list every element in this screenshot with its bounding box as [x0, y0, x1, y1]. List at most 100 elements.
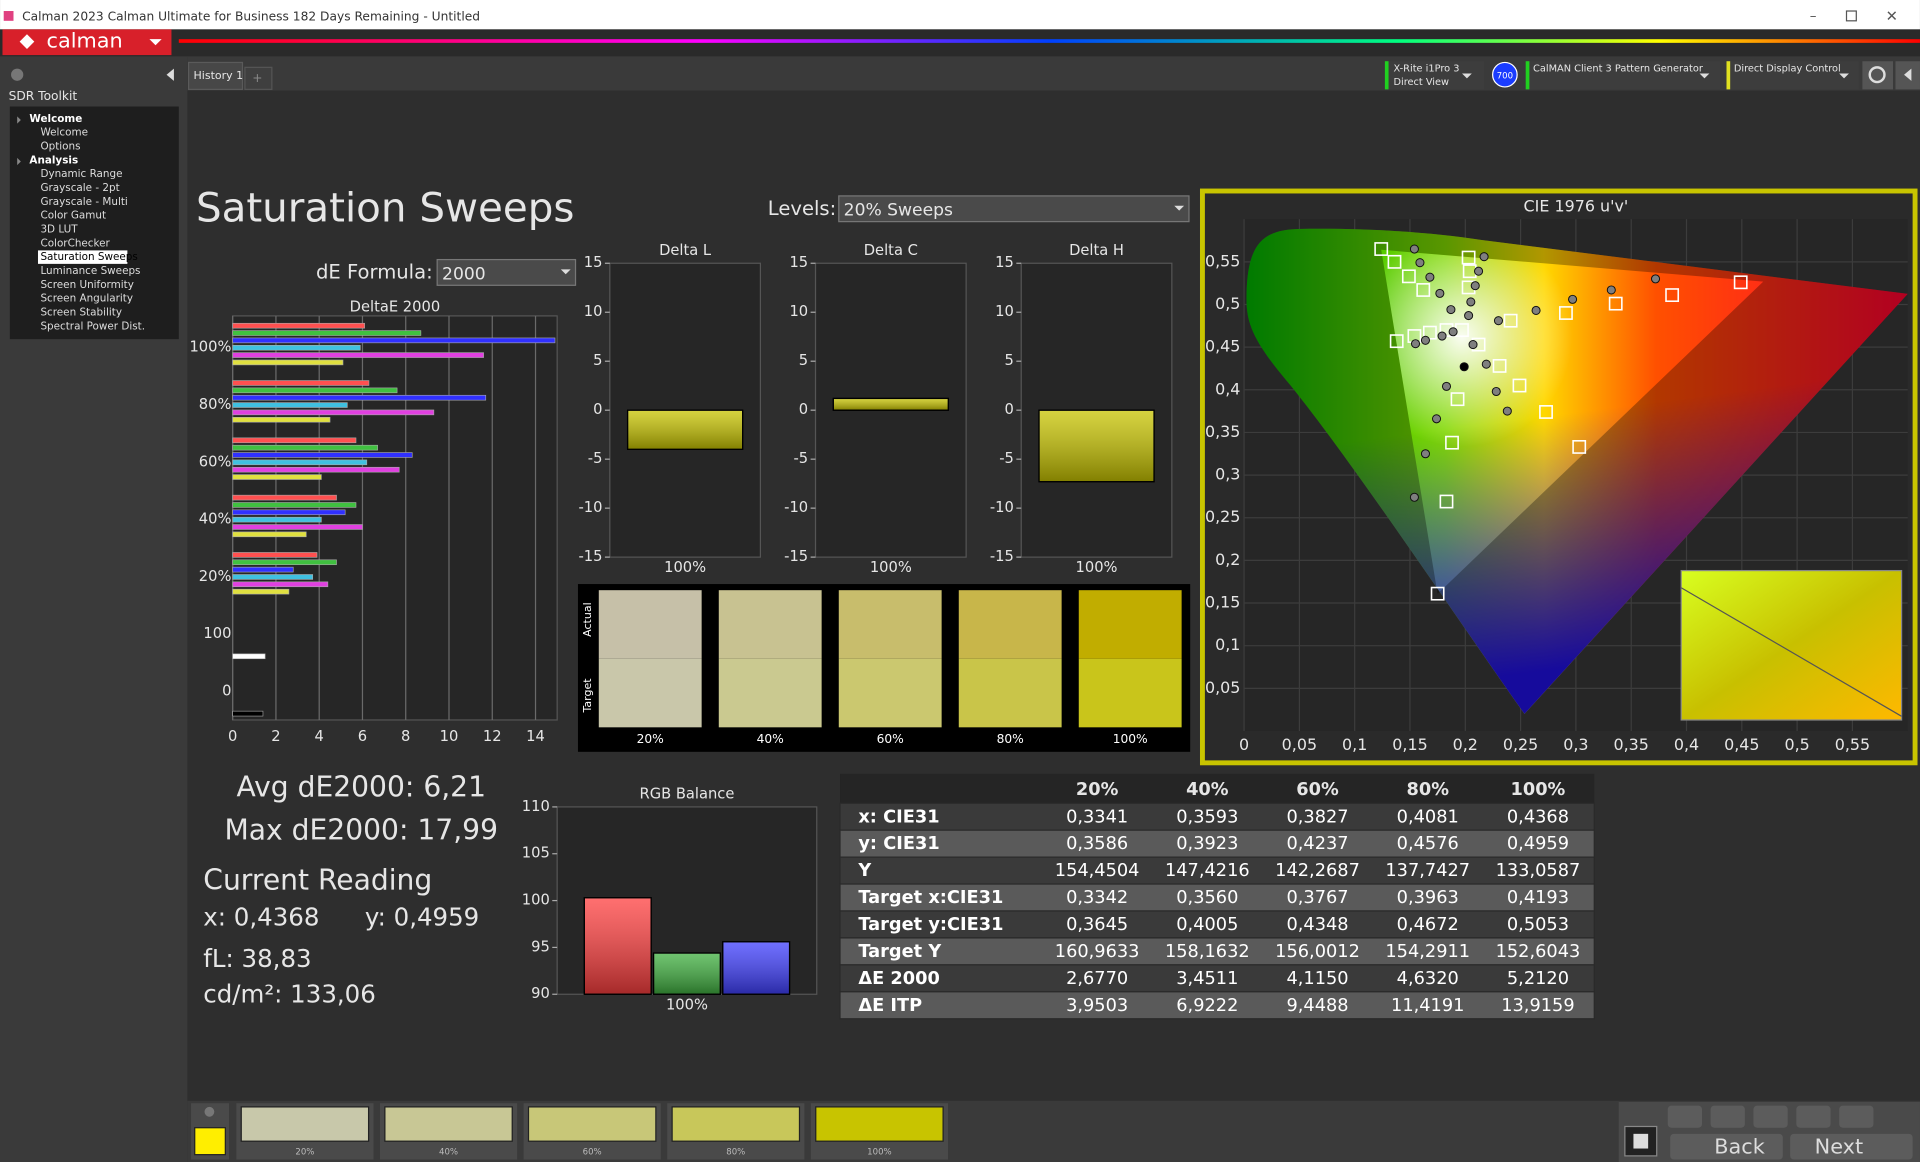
- tree-item: Color Gamut: [40, 210, 106, 222]
- bar: [232, 524, 363, 530]
- stop-button[interactable]: [1667, 1105, 1703, 1128]
- bar: [232, 588, 290, 595]
- logo-arrow: [149, 39, 162, 46]
- footer-swatch: [671, 1106, 801, 1142]
- formula-dropdown[interactable]: [436, 258, 577, 286]
- cell: 0,4237: [1286, 834, 1348, 854]
- target-point: [1572, 440, 1587, 454]
- refresh-button[interactable]: [1839, 1105, 1874, 1128]
- x-tick-label: 0,15: [1392, 735, 1427, 754]
- bar-shade: [652, 952, 721, 995]
- table-row: [839, 991, 1595, 1020]
- play-button[interactable]: [1710, 1105, 1745, 1128]
- settings-button[interactable]: [1862, 61, 1894, 90]
- row-label: Actual: [581, 602, 594, 637]
- footer-swatch: [527, 1106, 657, 1142]
- target-swatch: [838, 658, 942, 728]
- y-tick-label: 40%: [199, 511, 232, 528]
- levels-label: Levels:: [768, 197, 836, 220]
- x-tick-label: 8: [401, 728, 410, 745]
- rainbow-line: [178, 39, 1920, 43]
- pattern-button[interactable]: [204, 1106, 215, 1117]
- display-box[interactable]: [1726, 61, 1859, 90]
- target-point: [1387, 254, 1402, 269]
- reading-y: y: 0,4959: [365, 902, 479, 931]
- measured-point: [1420, 449, 1430, 459]
- cell: 0,3827: [1286, 807, 1348, 827]
- sidebar-button[interactable]: [11, 68, 24, 81]
- hold-button[interactable]: [1753, 1105, 1788, 1128]
- measured-point: [1437, 331, 1447, 341]
- back-button[interactable]: [1670, 1133, 1783, 1160]
- dropdown-arrow: [1839, 73, 1849, 79]
- sidebar-collapse[interactable]: [166, 68, 174, 81]
- footer-swatch: [815, 1106, 944, 1142]
- bar: [232, 559, 337, 566]
- x-tick-label: 4: [315, 728, 324, 745]
- x-tick-label: 0,05: [1282, 735, 1317, 754]
- measured-point: [1459, 362, 1469, 372]
- next-button[interactable]: [1790, 1133, 1913, 1160]
- generator-box[interactable]: [1525, 61, 1721, 90]
- dropdown-arrow: [1699, 73, 1710, 79]
- inset-line: [1680, 587, 1902, 717]
- y-tick-label: -5: [588, 450, 603, 467]
- column-header: 60%: [1296, 780, 1339, 800]
- add-tab[interactable]: [244, 66, 273, 90]
- y-tick-label: 15: [584, 254, 603, 271]
- minimize[interactable]: –: [1810, 9, 1817, 24]
- add-tab-icon: +: [252, 71, 262, 85]
- display-name: Direct Display Control: [1734, 64, 1841, 75]
- y-tick-label: 0: [222, 683, 231, 700]
- y-tick-label: 60%: [199, 453, 232, 470]
- tree-item: Grayscale - 2pt: [40, 182, 119, 194]
- levels-dropdown[interactable]: [838, 195, 1190, 223]
- bar: [232, 474, 322, 480]
- swatch-label: 80%: [997, 732, 1024, 746]
- cell: 133,0587: [1496, 861, 1581, 881]
- x-tick-label: 0,3: [1563, 735, 1588, 754]
- cell: 0,3963: [1397, 888, 1459, 908]
- loop-button[interactable]: [1796, 1105, 1831, 1128]
- bar: [232, 581, 329, 588]
- reading-title: Current Reading: [203, 864, 432, 897]
- bar: [232, 337, 556, 344]
- measured-point: [1415, 258, 1425, 268]
- y-tick-label: 105: [522, 845, 550, 862]
- gear-icon: [1868, 66, 1886, 84]
- target-point: [1539, 405, 1553, 419]
- bar: [232, 416, 331, 423]
- collapse-icon: [1904, 68, 1912, 81]
- measured-point: [1435, 288, 1445, 298]
- tree-toggle: [17, 116, 21, 124]
- display-status: [1726, 61, 1731, 90]
- close[interactable]: ✕: [1886, 8, 1898, 25]
- sidebar-title: SDR Toolkit: [9, 89, 78, 103]
- table-row: [839, 964, 1595, 993]
- tab[interactable]: [187, 61, 244, 90]
- stop-icon: [1633, 1133, 1649, 1149]
- measured-point: [1502, 406, 1512, 416]
- x-tick-label: 0,45: [1724, 735, 1759, 754]
- cell: 0,4193: [1507, 888, 1569, 908]
- row-label: ΔE ITP: [858, 996, 922, 1016]
- measured-point: [1470, 281, 1480, 291]
- x-tick-label: 0,4: [1674, 735, 1699, 754]
- y-tick-label: 0,1: [1215, 635, 1240, 654]
- current-pattern: [194, 1127, 226, 1156]
- bar: [232, 502, 357, 508]
- cell: 147,4216: [1165, 861, 1250, 881]
- bar-shade: [583, 897, 652, 995]
- y-tick-label: 0,05: [1205, 678, 1240, 697]
- actual-swatch: [958, 590, 1062, 659]
- x-tick-label: 2: [271, 728, 280, 745]
- maximize[interactable]: [1845, 10, 1857, 22]
- tree-selection: [37, 250, 128, 264]
- target-point: [1503, 313, 1518, 328]
- x-tick-label: 100%: [1076, 559, 1118, 576]
- column-header: 20%: [1076, 780, 1119, 800]
- x-tick-label: 100%: [664, 559, 706, 576]
- table-header: [840, 773, 1595, 804]
- row-label: Target Y: [858, 942, 942, 962]
